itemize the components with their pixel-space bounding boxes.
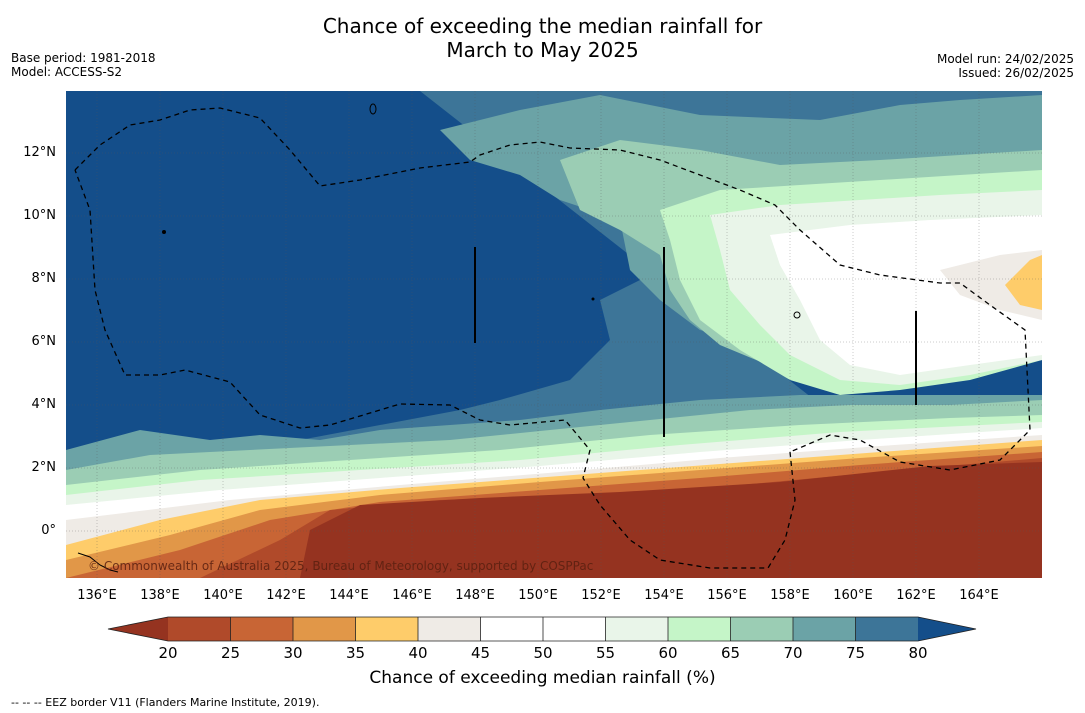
colorbar-label: 20 [158,644,178,662]
colorbar [107,616,977,642]
meta-left: Base period: 1981-2018 Model: ACCESS-S2 [11,51,156,79]
colorbar-label: 55 [595,644,616,662]
y-tick-label: 4°N [31,397,57,412]
colorbar-label: 50 [533,644,553,662]
island-icon [369,103,377,115]
colorbar-segment [668,617,731,641]
x-tick-label: 136°E [77,588,117,603]
y-tick-label: 12°N [23,145,56,160]
title-line-1: Chance of exceeding the median rainfall … [322,14,763,38]
colorbar-segment [168,617,231,641]
x-tick-label: 148°E [455,588,495,603]
x-tick-label: 164°E [959,588,999,603]
rainfall-field [66,91,1042,578]
meta-right: Model run: 24/02/2025 Issued: 26/02/2025 [937,52,1074,80]
x-tick-label: 162°E [896,588,936,603]
colorbar-label: 40 [408,644,428,662]
x-tick-label: 150°E [518,588,558,603]
island-icon [162,230,166,234]
x-tick-label: 160°E [833,588,873,603]
colorbar-segment [230,617,293,641]
base-period: Base period: 1981-2018 [11,51,156,65]
colorbar-label: 45 [470,644,491,662]
x-tick-label: 146°E [392,588,432,603]
graticule [66,91,1042,578]
colorbar-label: 65 [720,644,741,662]
colorbar-label: 35 [345,644,366,662]
x-tick-label: 156°E [707,588,747,603]
x-tick-label: 142°E [266,588,306,603]
colorbar-label: 70 [783,644,803,662]
colorbar-segment [793,617,856,641]
colorbar-label: 60 [658,644,678,662]
band-under-20 [300,462,1042,578]
island-icon [591,297,595,301]
y-tick-label: 6°N [31,334,57,349]
colorbar-segment [605,617,668,641]
y-tick-label: 2°N [31,460,57,475]
colorbar-label: 30 [283,644,303,662]
model-run: Model run: 24/02/2025 [936,52,1074,66]
colorbar-arrow-high [918,617,976,641]
colorbar-segment [730,617,793,641]
eez-border-south [74,169,796,569]
colorbar-label: 25 [220,644,241,662]
island-icon [793,311,801,319]
title-line-2: March to May 2025 [446,38,639,62]
y-tick-label: 10°N [23,208,56,223]
colorbar-segment [855,617,918,641]
eez-legend-note: -- -- -- EEZ border V11 (Flanders Marine… [11,696,320,709]
map-title: Chance of exceeding the median rainfall … [0,14,1085,62]
coastline-png [77,552,119,573]
colorbar-outline [107,616,977,642]
issued-date: Issued: 26/02/2025 [958,66,1074,80]
colorbar-segment [543,617,606,641]
colorbar-segment [355,617,418,641]
colorbar-segment [480,617,543,641]
colorbar-title: Chance of exceeding median rainfall (%) [369,668,716,688]
y-tick-label: 0° [41,523,56,538]
colorbar-segment [293,617,356,641]
model-name: Model: ACCESS-S2 [11,65,123,79]
x-tick-label: 140°E [203,588,243,603]
x-tick-label: 138°E [140,588,180,603]
eez-border-west [74,107,1031,471]
x-tick-label: 154°E [644,588,684,603]
y-tick-label: 8°N [31,271,57,286]
colorbar-segment [418,617,481,641]
copyright-note: © Commonwealth of Australia 2025, Bureau… [88,559,594,573]
colorbar-label: 80 [908,644,928,662]
colorbar-arrow-low [108,617,168,641]
x-tick-label: 158°E [770,588,810,603]
colorbar-label: 75 [845,644,866,662]
x-tick-label: 144°E [329,588,369,603]
x-tick-label: 152°E [581,588,621,603]
